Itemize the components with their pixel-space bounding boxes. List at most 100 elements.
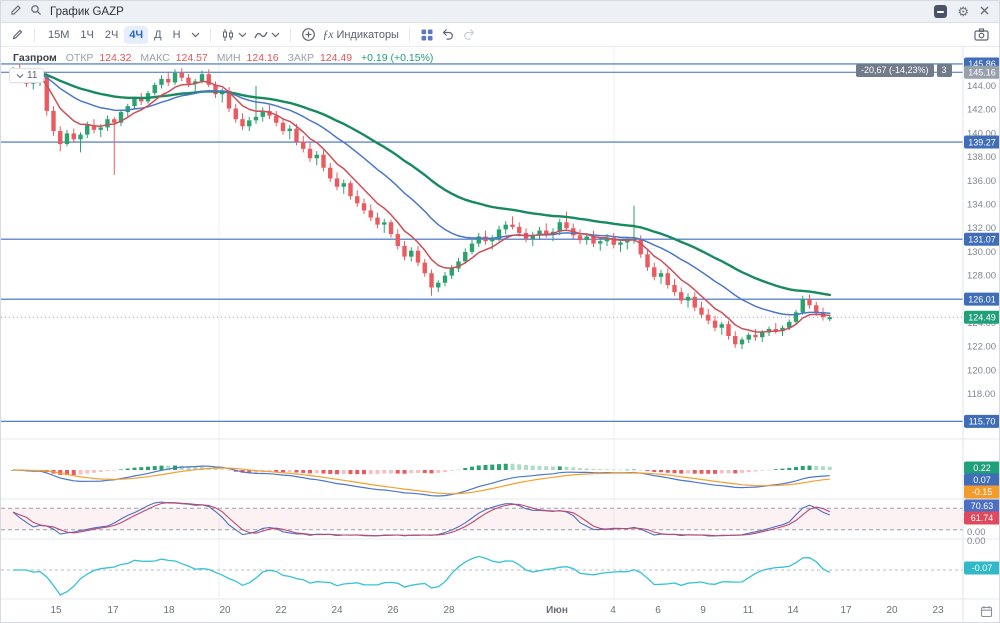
hidden-items-count: 11 (27, 70, 38, 81)
timeframe-expand-button[interactable] (189, 29, 202, 40)
go-to-date-button[interactable] (980, 605, 993, 618)
svg-text:120.00: 120.00 (967, 365, 996, 376)
minimize-button[interactable] (934, 5, 948, 18)
redo-button[interactable] (460, 26, 478, 43)
svg-text:130.00: 130.00 (967, 247, 996, 258)
price-axis[interactable]: 144.00 142.00 140.00 138.00 136.00 134.00 132.… (962, 47, 1000, 623)
toolbar-separator (289, 27, 291, 42)
drawing-tools-button[interactable] (9, 26, 26, 43)
settings-button[interactable]: ⚙ (957, 4, 969, 19)
oscillator-pane (1, 555, 963, 596)
ma-lines (11, 70, 831, 333)
chevron-down-icon (16, 73, 24, 78)
plus-circle-icon (301, 28, 315, 41)
chevron-down-icon (191, 32, 200, 38)
svg-text:0.22: 0.22 (973, 463, 991, 473)
svg-text:138.00: 138.00 (967, 152, 996, 163)
high-value: 124.57 (175, 52, 208, 64)
high-label: МАКС (140, 52, 170, 64)
screenshot-button[interactable] (972, 26, 991, 43)
calendar-icon (980, 606, 993, 618)
svg-text:0.00: 0.00 (967, 527, 986, 538)
svg-text:15: 15 (50, 605, 62, 616)
search-button[interactable] (30, 4, 42, 19)
close-label: ЗАКР (287, 52, 315, 64)
open-label: ОТКР (65, 52, 94, 64)
close-value: 124.49 (319, 52, 353, 64)
svg-text:131.07: 131.07 (968, 234, 996, 244)
position-pnl-badge[interactable]: -20,67 (-14,23%) (856, 64, 934, 77)
legend-collapse-button[interactable]: 11 (9, 68, 45, 83)
gear-icon: ⚙ (957, 4, 969, 19)
svg-text:24: 24 (331, 605, 343, 616)
titlebar: График GAZP ⚙ (1, 1, 999, 23)
svg-text:17: 17 (107, 605, 119, 616)
svg-text:142.00: 142.00 (967, 105, 996, 116)
timeframe-button-Н[interactable]: Н (168, 26, 186, 44)
svg-text:23: 23 (932, 605, 944, 616)
grid-layer (1, 47, 999, 600)
macd-pane (11, 463, 832, 497)
line-chart-icon (253, 31, 268, 38)
undo-icon (442, 29, 453, 40)
stoch-pane (1, 501, 963, 537)
svg-text:140.00: 140.00 (967, 128, 996, 139)
change-value: +0.19 (+0.15%) (361, 52, 434, 64)
timeframe-button-Д[interactable]: Д (149, 26, 166, 44)
svg-text:145.16: 145.16 (968, 67, 996, 77)
svg-text:-0.07: -0.07 (972, 563, 993, 573)
level-lines (1, 63, 963, 422)
camera-icon (974, 28, 989, 41)
svg-text:26: 26 (387, 605, 399, 616)
low-label: МИН (216, 52, 241, 64)
svg-text:17: 17 (840, 605, 852, 616)
window-title: График GAZP (50, 5, 124, 18)
indicators-label: Индикаторы (336, 28, 399, 41)
toolbar-separator (408, 27, 410, 42)
svg-text:115.70: 115.70 (969, 417, 996, 427)
svg-text:139.27: 139.27 (968, 137, 996, 147)
time-axis[interactable]: 15 17 18 20 22 24 26 28 Июн 4 6 9 11 14 17 20 23 (50, 605, 944, 616)
search-icon (31, 5, 42, 16)
chart-type-button[interactable] (219, 26, 249, 44)
svg-text:144.00: 144.00 (967, 81, 996, 92)
timeframe-button-4Ч[interactable]: 4Ч (124, 25, 149, 44)
svg-text:0.00: 0.00 (967, 536, 986, 547)
svg-text:124.49: 124.49 (968, 312, 996, 322)
timeframe-button-15М[interactable]: 15М (43, 26, 74, 44)
indicators-button[interactable]: ƒx Индикаторы (321, 27, 401, 43)
svg-text:122.00: 122.00 (967, 342, 996, 353)
svg-text:14: 14 (787, 605, 799, 616)
candlestick-icon (222, 28, 233, 41)
toolbar-separator (34, 27, 35, 42)
chevron-down-icon (238, 32, 247, 38)
svg-text:4: 4 (610, 605, 616, 616)
svg-text:132.00: 132.00 (967, 223, 996, 234)
layout-grid-button[interactable] (418, 26, 436, 44)
svg-text:6: 6 (655, 605, 661, 616)
svg-text:-0.15: -0.15 (972, 487, 993, 497)
compare-add-button[interactable] (299, 25, 318, 44)
grid-icon (421, 29, 433, 40)
ohlc-legend: Газпром ОТКР 124.32 МАКС 124.57 МИН 124.… (13, 52, 433, 64)
pencil-icon (11, 5, 21, 15)
edit-title-button[interactable] (10, 4, 22, 19)
svg-text:126.01: 126.01 (968, 294, 996, 304)
close-icon (980, 6, 989, 15)
timeframe-button-2Ч[interactable]: 2Ч (100, 26, 123, 44)
position-count-badge[interactable]: 3 (936, 64, 952, 77)
undo-button[interactable] (439, 26, 457, 43)
pen-icon (12, 29, 23, 40)
redo-icon (464, 29, 475, 40)
svg-text:118.00: 118.00 (967, 389, 995, 400)
position-badges: -20,67 (-14,23%) 3 (856, 64, 952, 77)
candles-layer (10, 63, 832, 350)
svg-text:136.00: 136.00 (967, 176, 996, 187)
toolbar-separator (209, 27, 211, 42)
overlay-line-button[interactable] (252, 26, 282, 44)
timeframe-button-1Ч[interactable]: 1Ч (75, 26, 98, 44)
minimize-icon (937, 10, 945, 13)
close-button[interactable] (979, 4, 990, 19)
svg-text:Июн: Июн (546, 605, 568, 616)
